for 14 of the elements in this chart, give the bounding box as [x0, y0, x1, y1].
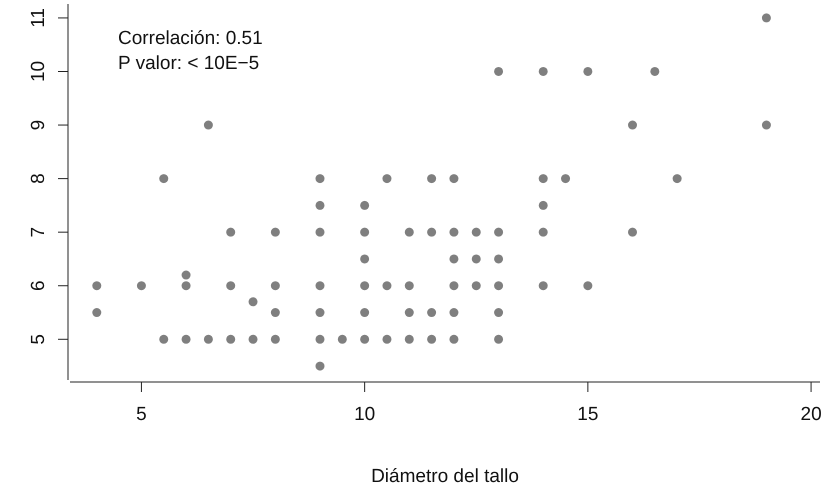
y-tick-label: 11: [28, 8, 49, 28]
x-tick-label: 5: [136, 404, 147, 425]
y-tick-label: 8: [28, 173, 49, 184]
y-tick-label: 10: [28, 60, 49, 82]
x-axis-title: Diámetro del tallo: [371, 466, 519, 487]
annotation: Correlación: 0.51: [118, 28, 263, 49]
y-tick-label: 5: [28, 334, 49, 345]
x-tick-label: 15: [577, 404, 598, 425]
x-tick-label: 10: [354, 404, 376, 425]
y-tick-label: 7: [28, 226, 49, 238]
y-tick-label: 6: [28, 280, 49, 292]
y-tick-label: 9: [28, 120, 49, 130]
x-tick-label: 20: [800, 404, 822, 425]
annotation: P valor: < 10E−5: [118, 53, 260, 74]
